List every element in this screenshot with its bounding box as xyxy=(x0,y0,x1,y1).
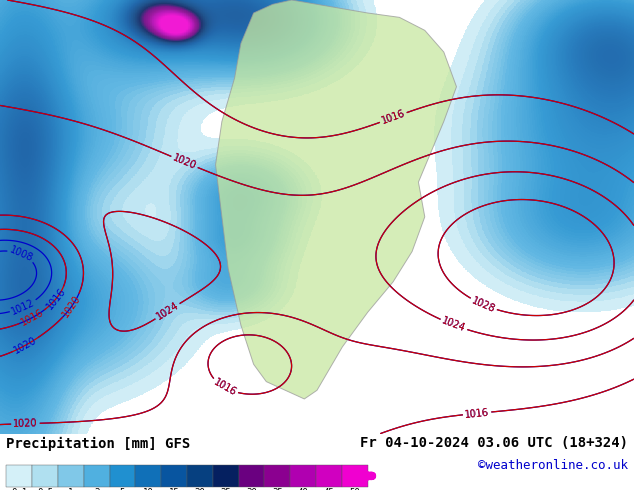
Text: 1020: 1020 xyxy=(13,418,38,429)
Text: 50: 50 xyxy=(349,489,360,490)
Text: 1016: 1016 xyxy=(465,407,490,419)
Text: 1016: 1016 xyxy=(44,286,68,312)
Text: 1008: 1008 xyxy=(8,245,34,264)
Text: 1024: 1024 xyxy=(155,300,181,322)
Text: 1016: 1016 xyxy=(19,307,46,328)
FancyBboxPatch shape xyxy=(213,465,238,487)
Text: 0.1: 0.1 xyxy=(11,489,27,490)
FancyBboxPatch shape xyxy=(161,465,187,487)
Text: 5: 5 xyxy=(120,489,125,490)
Text: 1: 1 xyxy=(68,489,74,490)
FancyBboxPatch shape xyxy=(316,465,342,487)
Text: 40: 40 xyxy=(298,489,309,490)
Text: 1020: 1020 xyxy=(12,335,39,356)
Text: 1028: 1028 xyxy=(470,295,496,314)
Text: 1016: 1016 xyxy=(380,109,406,126)
Text: 20: 20 xyxy=(195,489,205,490)
FancyBboxPatch shape xyxy=(187,465,213,487)
Text: 1016: 1016 xyxy=(380,109,406,126)
FancyBboxPatch shape xyxy=(32,465,58,487)
FancyBboxPatch shape xyxy=(290,465,316,487)
Text: 25: 25 xyxy=(221,489,231,490)
FancyBboxPatch shape xyxy=(110,465,136,487)
FancyBboxPatch shape xyxy=(136,465,161,487)
FancyBboxPatch shape xyxy=(58,465,84,487)
Text: 1024: 1024 xyxy=(441,316,467,334)
Text: 10: 10 xyxy=(143,489,153,490)
Text: Precipitation [mm] GFS: Precipitation [mm] GFS xyxy=(6,437,191,451)
Text: 45: 45 xyxy=(323,489,334,490)
Text: 30: 30 xyxy=(246,489,257,490)
Polygon shape xyxy=(216,0,456,399)
Text: 1016: 1016 xyxy=(212,377,238,398)
Text: 1016: 1016 xyxy=(212,377,238,398)
Text: ©weatheronline.co.uk: ©weatheronline.co.uk xyxy=(477,459,628,472)
Text: 1020: 1020 xyxy=(171,152,198,171)
Text: 1024: 1024 xyxy=(441,316,467,334)
FancyBboxPatch shape xyxy=(264,465,290,487)
Text: 1020: 1020 xyxy=(171,152,198,171)
FancyBboxPatch shape xyxy=(6,465,32,487)
Text: 35: 35 xyxy=(272,489,283,490)
Text: 1020: 1020 xyxy=(61,293,83,319)
Text: 1024: 1024 xyxy=(155,300,181,322)
Text: 1020: 1020 xyxy=(13,418,38,429)
FancyBboxPatch shape xyxy=(342,465,368,487)
Text: 15: 15 xyxy=(169,489,179,490)
Text: 1016: 1016 xyxy=(465,407,490,419)
Text: 1012: 1012 xyxy=(10,297,37,317)
Text: 2: 2 xyxy=(94,489,100,490)
FancyBboxPatch shape xyxy=(84,465,110,487)
Text: 1028: 1028 xyxy=(470,295,496,314)
FancyBboxPatch shape xyxy=(238,465,264,487)
Text: Fr 04-10-2024 03.06 UTC (18+324): Fr 04-10-2024 03.06 UTC (18+324) xyxy=(359,437,628,450)
Text: 0.5: 0.5 xyxy=(37,489,53,490)
